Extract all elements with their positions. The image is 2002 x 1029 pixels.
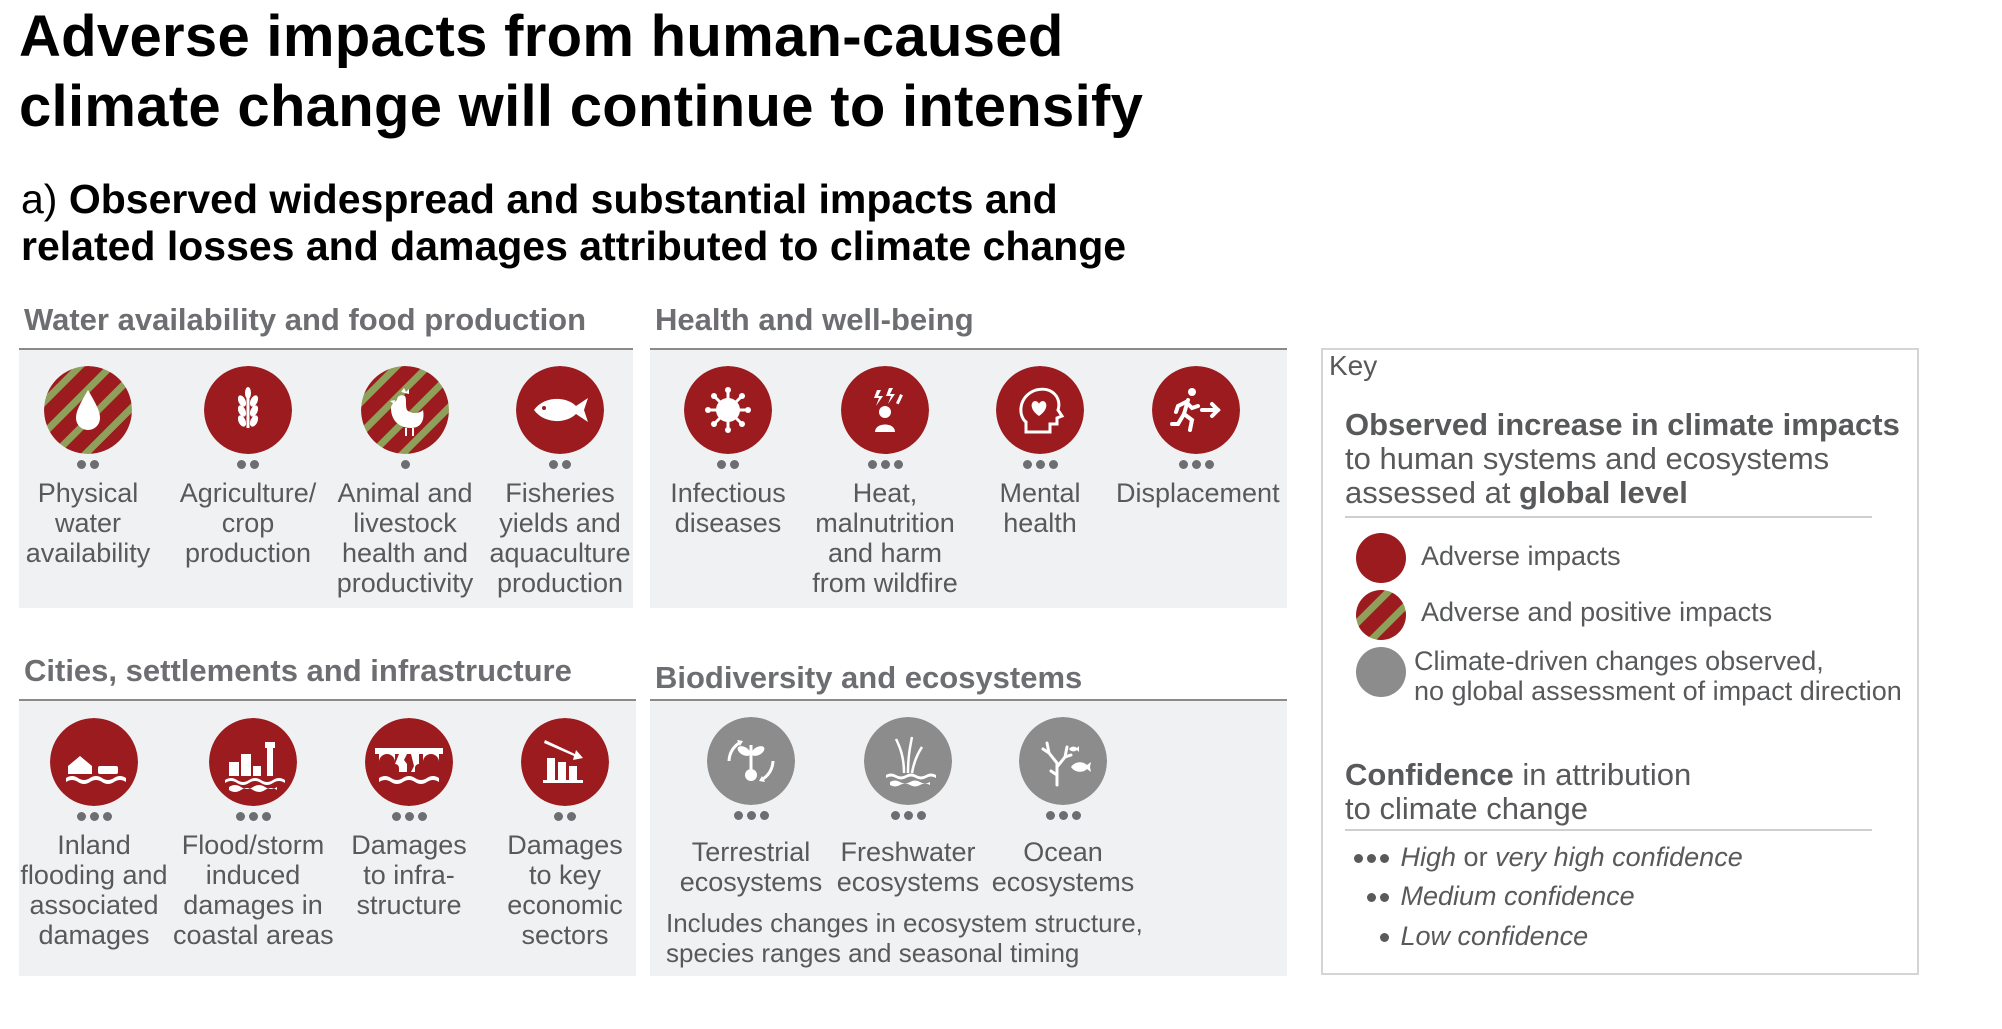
item-displacement: Displacement xyxy=(1116,366,1280,508)
item-label: Agriculture/crop production xyxy=(179,478,317,568)
item-infrastructure: Damages to infra-structure xyxy=(329,718,489,920)
legend-adverse-label: Adverse impacts xyxy=(1421,541,1621,571)
fish-icon xyxy=(516,366,604,454)
panel-title-water: Water availability and food production xyxy=(19,302,633,350)
confidence-dots xyxy=(173,812,333,828)
biodiversity-note: Includes changes in ecosystem structure,… xyxy=(666,908,1143,968)
item-physical-water: Physical water availability xyxy=(8,366,168,568)
chicken-icon xyxy=(361,366,449,454)
subtitle-line-2: related losses and damages attributed to… xyxy=(21,223,1127,269)
item-livestock: Animal and livestock health and productivit… xyxy=(325,366,485,598)
item-ocean: Ocean ecosystems xyxy=(983,717,1143,897)
legend-adverse-swatch xyxy=(1356,533,1406,583)
item-label: Displacement xyxy=(1116,478,1280,508)
running-exit-icon xyxy=(1152,366,1240,454)
water-drop-icon xyxy=(44,366,132,454)
item-label: Damages to key economic sectors xyxy=(507,830,623,950)
subtitle-prefix: a) xyxy=(21,176,69,222)
item-freshwater: Freshwater ecosystems xyxy=(828,717,988,897)
item-label: Fisheries yields and aquaculture production xyxy=(489,478,631,598)
declining-chart-icon xyxy=(521,718,609,806)
confidence-dots xyxy=(983,811,1143,827)
item-label: Ocean ecosystems xyxy=(991,837,1135,897)
confidence-dots xyxy=(828,811,988,827)
heat-person-icon xyxy=(841,366,929,454)
confidence-low: Low confidence xyxy=(1380,921,1588,951)
main-title-line-2: climate change will continue to intensif… xyxy=(19,74,1144,139)
key-divider xyxy=(1345,516,1872,518)
confidence-dots xyxy=(14,812,174,828)
broken-bridge-icon xyxy=(365,718,453,806)
flooded-house-icon xyxy=(50,718,138,806)
confidence-dots xyxy=(8,460,168,476)
item-label: Damages to infra-structure xyxy=(351,830,467,920)
key-panel xyxy=(1321,348,1919,975)
confidence-dots xyxy=(329,812,489,828)
legend-mixed-label: Adverse and positive impacts xyxy=(1421,597,1773,627)
legend-mixed-swatch xyxy=(1356,590,1406,640)
virus-icon xyxy=(684,366,772,454)
coral-fish-icon xyxy=(1019,717,1107,805)
reeds-water-icon xyxy=(864,717,952,805)
item-coastal-damages: Flood/storm induced damages in coastal area… xyxy=(173,718,334,950)
main-title: Adverse impacts from human-caused climat… xyxy=(19,2,1143,142)
confidence-dots xyxy=(1116,460,1276,476)
confidence-medium: Medium confidence xyxy=(1367,881,1635,911)
item-economic-sectors: Damages to key economic sectors xyxy=(485,718,645,950)
legend-neutral-swatch xyxy=(1356,647,1406,697)
key-confidence-heading: Confidence in attribution to climate cha… xyxy=(1345,757,1692,826)
plant-cycle-icon xyxy=(707,717,795,805)
key-title: Key xyxy=(1329,350,1378,381)
confidence-high: High or very high confidence xyxy=(1354,842,1743,872)
item-agriculture: Agriculture/crop production xyxy=(168,366,328,568)
item-infectious: Infectious diseases xyxy=(648,366,808,538)
item-fisheries: Fisheries yields and aquaculture production xyxy=(480,366,640,598)
item-inland-flooding: Inland flooding and associated damages xyxy=(14,718,174,950)
item-label: Physical water availability xyxy=(25,478,151,568)
panel-title-health: Health and well-being xyxy=(650,302,1287,350)
section-subtitle: a) Observed widespread and substantial i… xyxy=(21,176,1126,270)
item-label: Animal and livestock health and productivit… xyxy=(336,478,474,598)
item-label: Flood/storm induced damages in coastal area… xyxy=(173,830,334,950)
wheat-icon xyxy=(204,366,292,454)
item-label: Freshwater ecosystems xyxy=(836,837,980,897)
confidence-dots xyxy=(648,460,808,476)
key-divider-2 xyxy=(1345,829,1872,831)
legend-neutral-label: Climate-driven changes observed, no glob… xyxy=(1414,646,1902,706)
item-label: Heat, malnutrition and harm from wildfire xyxy=(812,478,958,598)
item-label: Mental health xyxy=(999,478,1081,538)
confidence-dots xyxy=(485,812,645,828)
coastal-storm-icon xyxy=(209,718,297,806)
confidence-dots xyxy=(960,460,1120,476)
item-label: Inland flooding and associated damages xyxy=(20,830,168,950)
panel-title-biodiversity: Biodiversity and ecosystems xyxy=(650,660,1287,701)
confidence-dots xyxy=(168,460,328,476)
panel-title-cities: Cities, settlements and infrastructure xyxy=(19,653,636,701)
confidence-dots xyxy=(480,460,640,476)
item-terrestrial: Terrestrial ecosystems xyxy=(671,717,831,897)
key-observed-heading: Observed increase in climate impacts to … xyxy=(1345,407,1900,510)
confidence-dots xyxy=(325,460,485,476)
item-label: Terrestrial ecosystems xyxy=(679,837,823,897)
main-title-line-1: Adverse impacts from human-caused xyxy=(19,4,1064,69)
item-mental-health: Mental health xyxy=(960,366,1120,538)
confidence-dots xyxy=(671,811,831,827)
subtitle-line-1: Observed widespread and substantial impa… xyxy=(68,176,1058,222)
item-heat: Heat, malnutrition and harm from wildfire xyxy=(805,366,965,598)
confidence-dots xyxy=(805,460,965,476)
head-heart-icon xyxy=(996,366,1084,454)
item-label: Infectious diseases xyxy=(670,478,786,538)
